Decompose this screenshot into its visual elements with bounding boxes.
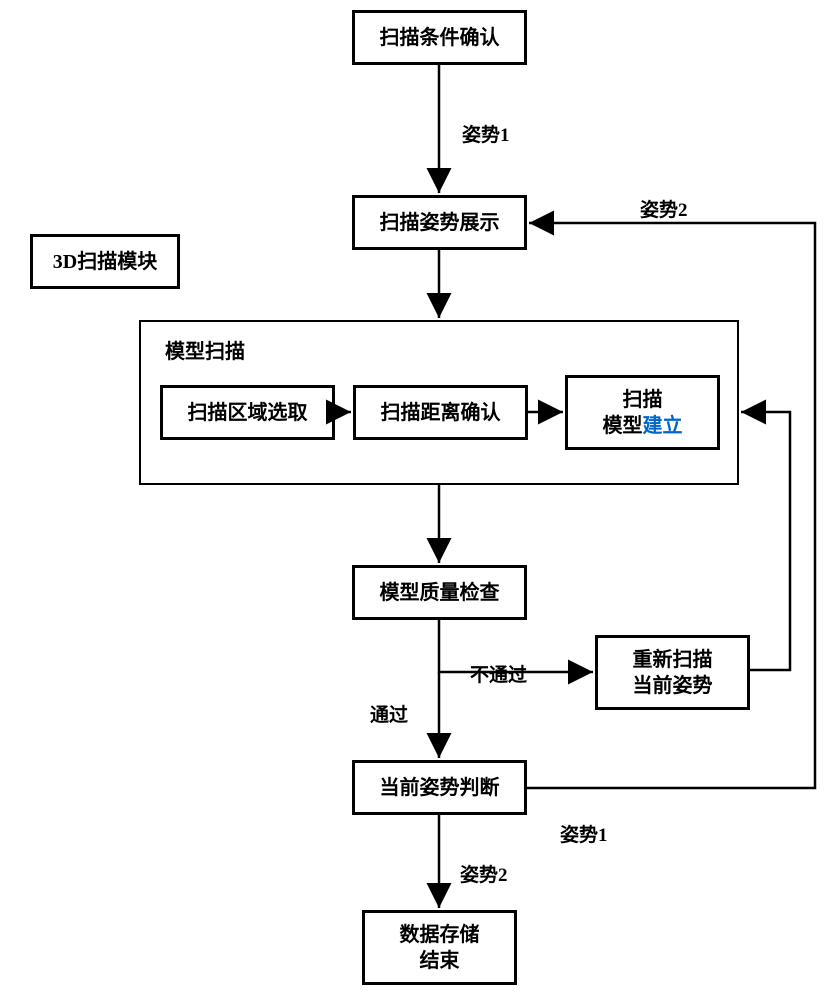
box-model-build: 扫描 模型建立 [565, 375, 720, 450]
text-rescan-l1: 重新扫描 [633, 647, 713, 673]
text-pose2-top: 姿势2 [640, 200, 688, 221]
box-pose-display: 扫描姿势展示 [352, 195, 527, 250]
box-quality-check: 模型质量检查 [352, 565, 527, 620]
text-data-store-l1: 数据存储 [400, 922, 480, 948]
text-data-store: 数据存储 结束 [400, 922, 480, 974]
label-pose1-bottom: 姿势1 [560, 820, 608, 847]
text-model-build: 扫描 模型建立 [603, 387, 683, 439]
text-data-store-l2: 结束 [400, 948, 480, 974]
box-data-store: 数据存储 结束 [362, 910, 517, 985]
label-pose2-top: 姿势2 [640, 195, 688, 222]
box-rescan: 重新扫描 当前姿势 [595, 635, 750, 710]
text-rescan: 重新扫描 当前姿势 [633, 647, 713, 699]
text-model-scan-title: 模型扫描 [165, 341, 245, 363]
text-model-build-l2b: 建立 [643, 415, 683, 437]
text-area-select: 扫描区域选取 [188, 400, 308, 426]
label-pose2-bottom: 姿势2 [460, 860, 508, 887]
text-pose-display: 扫描姿势展示 [380, 210, 500, 236]
label-pose1-top: 姿势1 [462, 120, 510, 147]
box-dist-confirm: 扫描距离确认 [353, 385, 528, 440]
text-pass: 通过 [370, 705, 408, 726]
text-scan-condition: 扫描条件确认 [380, 25, 500, 51]
box-3d-scan-module: 3D扫描模块 [30, 234, 180, 289]
label-pass: 通过 [370, 700, 408, 727]
box-area-select: 扫描区域选取 [160, 385, 335, 440]
text-pose2-bottom: 姿势2 [460, 865, 508, 886]
flow-arrows [0, 0, 836, 1000]
label-not-pass: 不通过 [470, 660, 527, 687]
text-3d-scan-module: 3D扫描模块 [53, 249, 157, 275]
text-dist-confirm: 扫描距离确认 [381, 400, 501, 426]
text-quality-check: 模型质量检查 [380, 580, 500, 606]
text-not-pass: 不通过 [470, 665, 527, 686]
text-pose1-bottom: 姿势1 [560, 825, 608, 846]
box-scan-condition: 扫描条件确认 [352, 10, 527, 65]
text-model-build-l2: 模型 [603, 415, 643, 437]
text-model-build-l1: 扫描 [623, 389, 663, 411]
text-rescan-l2: 当前姿势 [633, 673, 713, 699]
text-pose-judge: 当前姿势判断 [380, 775, 500, 801]
label-model-scan-title: 模型扫描 [165, 335, 245, 364]
text-pose1-top: 姿势1 [462, 125, 510, 146]
box-pose-judge: 当前姿势判断 [352, 760, 527, 815]
